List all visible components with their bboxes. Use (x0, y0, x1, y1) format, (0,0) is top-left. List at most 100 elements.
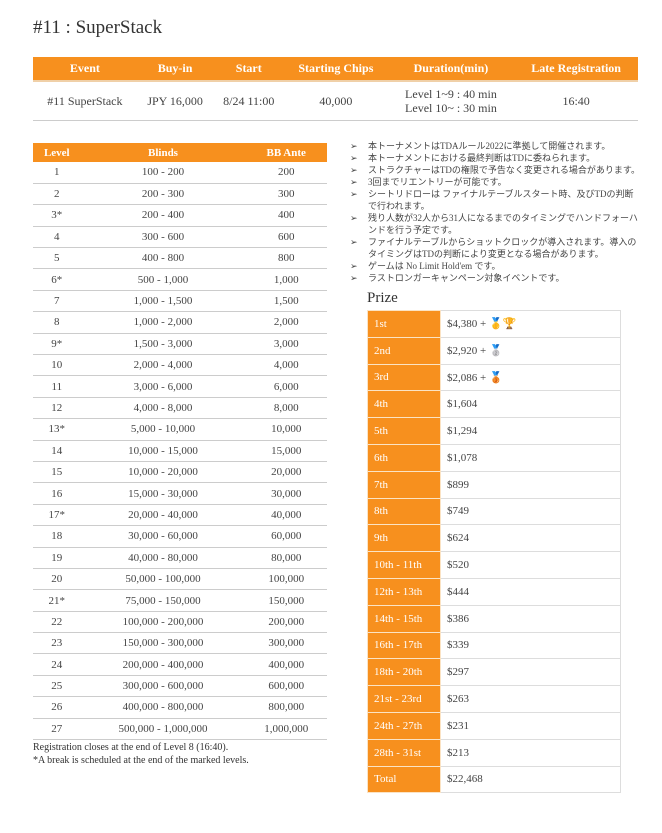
level-cell: 8 (33, 311, 81, 334)
level-cell: 25 (33, 675, 81, 698)
table-row: 17* 20,000 - 40,000 40,000 (33, 504, 327, 527)
rule-item: 本トーナメントにおける最終判断はTDに委ねられます。 (350, 152, 640, 164)
prize-row: 14th - 15th $386 (367, 604, 621, 633)
table-row: 27 500,000 - 1,000,000 1,000,000 (33, 718, 327, 741)
amount-cell: $749 (440, 497, 621, 526)
ante-cell: 600 (245, 226, 327, 249)
ante-cell: 200,000 (245, 611, 327, 634)
level-cell: 16 (33, 482, 81, 505)
level-cell: 2 (33, 183, 81, 206)
prize-row: 18th - 20th $297 (367, 658, 621, 687)
level-cell: 20 (33, 568, 81, 591)
amount-cell: $297 (440, 658, 621, 687)
header-duration: Duration(min) (387, 57, 515, 82)
amount-cell: $213 (440, 738, 621, 767)
table-row: 20 50,000 - 100,000 100,000 (33, 568, 327, 591)
table-row: 23 150,000 - 300,000 300,000 (33, 632, 327, 655)
footnote-break: *A break is scheduled at the end of the … (33, 755, 249, 766)
level-cell: 19 (33, 547, 81, 569)
level-cell: 5 (33, 247, 81, 270)
blinds-cell: 500,000 - 1,000,000 (80, 718, 246, 741)
place-cell: 7th (367, 470, 441, 499)
level-cell: 23 (33, 632, 81, 655)
table-row: 11 3,000 - 6,000 6,000 (33, 375, 327, 398)
ante-cell: 20,000 (245, 461, 327, 484)
place-cell: 6th (367, 443, 441, 472)
amount-cell: $520 (440, 551, 621, 579)
ante-cell: 100,000 (245, 568, 327, 591)
amount-cell: $263 (440, 685, 621, 713)
table-row: 18 30,000 - 60,000 60,000 (33, 525, 327, 548)
ante-cell: 30,000 (245, 482, 327, 505)
prize-row: 12th - 13th $444 (367, 577, 621, 606)
table-row: 21* 75,000 - 150,000 150,000 (33, 589, 327, 612)
ante-cell: 80,000 (245, 547, 327, 569)
prize-row: 10th - 11th $520 (367, 551, 621, 579)
header-chips: Starting Chips (284, 57, 388, 82)
amount-cell: $2,920 + 🥈 (440, 336, 621, 365)
table-row: #11 SuperStack JPY 16,000 8/24 11:00 40,… (33, 81, 638, 121)
table-row: 19 40,000 - 80,000 80,000 (33, 547, 327, 569)
buyin: JPY 16,000 (136, 81, 214, 121)
blinds-cell: 10,000 - 20,000 (80, 461, 246, 484)
place-cell: 9th (367, 524, 441, 553)
amount-cell: $339 (440, 631, 621, 660)
prize-row: 7th $899 (367, 470, 621, 499)
blinds-cell: 30,000 - 60,000 (80, 525, 246, 548)
prize-title: Prize (367, 290, 398, 306)
blinds-cell: 400 - 800 (80, 247, 246, 270)
ante-cell: 800 (245, 247, 327, 270)
blind-structure-table: Level Blinds BB Ante 1 100 - 200 200 2 200 -… (33, 143, 327, 741)
ante-cell: 1,000 (245, 268, 327, 291)
ante-cell: 600,000 (245, 675, 327, 698)
prize-row: 9th $624 (367, 524, 621, 553)
place-cell: 2nd (367, 336, 441, 365)
place-cell: 4th (367, 390, 441, 419)
ante-cell: 400 (245, 204, 327, 227)
ante-cell: 4,000 (245, 354, 327, 377)
level-cell: 17* (33, 504, 81, 527)
prize-row: 4th $1,604 (367, 390, 621, 419)
rule-item: シートリドローは ファイナルテーブルスタート時、及びTDの判断で行われます。 (350, 188, 640, 212)
prize-table: 1st $4,380 + 🥇🏆 2nd $2,920 + 🥈 3rd $2,086 + 🥉… (367, 310, 621, 794)
table-row: 12 4,000 - 8,000 8,000 (33, 397, 327, 420)
blinds-cell: 150,000 - 300,000 (80, 632, 246, 655)
prize-row: 24th - 27th $231 (367, 711, 621, 740)
place-cell: 14th - 15th (367, 604, 441, 633)
place-cell: 16th - 17th (367, 631, 441, 660)
table-row: 16 15,000 - 30,000 30,000 (33, 482, 327, 505)
late-registration: 16:40 (514, 81, 638, 121)
header-event: Event (33, 57, 137, 82)
amount-cell: $444 (440, 577, 621, 606)
rule-item: 本トーナメントはTDAルール2022に準拠して開催されます。 (350, 140, 640, 152)
place-cell: 3rd (367, 363, 441, 392)
table-row: 4 300 - 600 600 (33, 226, 327, 249)
ante-cell: 1,000,000 (245, 718, 327, 741)
ante-cell: 150,000 (245, 589, 327, 612)
level-cell: 12 (33, 397, 81, 420)
blinds-cell: 100 - 200 (80, 162, 246, 184)
level-cell: 1 (33, 162, 81, 184)
blinds-cell: 50,000 - 100,000 (80, 568, 246, 591)
ante-cell: 400,000 (245, 653, 327, 676)
table-row: 22 100,000 - 200,000 200,000 (33, 611, 327, 634)
prize-row: 3rd $2,086 + 🥉 (367, 363, 621, 392)
table-row: 26 400,000 - 800,000 800,000 (33, 696, 327, 719)
ante-cell: 200 (245, 162, 327, 184)
ante-cell: 8,000 (245, 397, 327, 420)
ante-cell: 800,000 (245, 696, 327, 719)
level-cell: 3* (33, 204, 81, 227)
header-start: Start (213, 57, 285, 82)
amount-cell: $899 (440, 470, 621, 499)
place-cell: 18th - 20th (367, 658, 441, 687)
rule-item: ラストロンガーキャンペーン対象イベントです。 (350, 272, 640, 284)
prize-row: 28th - 31st $213 (367, 738, 621, 767)
level-cell: 11 (33, 375, 81, 398)
ante-cell: 40,000 (245, 504, 327, 527)
ante-cell: 15,000 (245, 440, 327, 462)
duration-2: Level 10~ : 30 min (405, 100, 497, 115)
duration: Level 1~9 : 40 min Level 10~ : 30 min (387, 81, 515, 121)
header-buyin: Buy-in (136, 57, 214, 82)
header-level: Level (33, 143, 81, 162)
table-row: 25 300,000 - 600,000 600,000 (33, 675, 327, 698)
